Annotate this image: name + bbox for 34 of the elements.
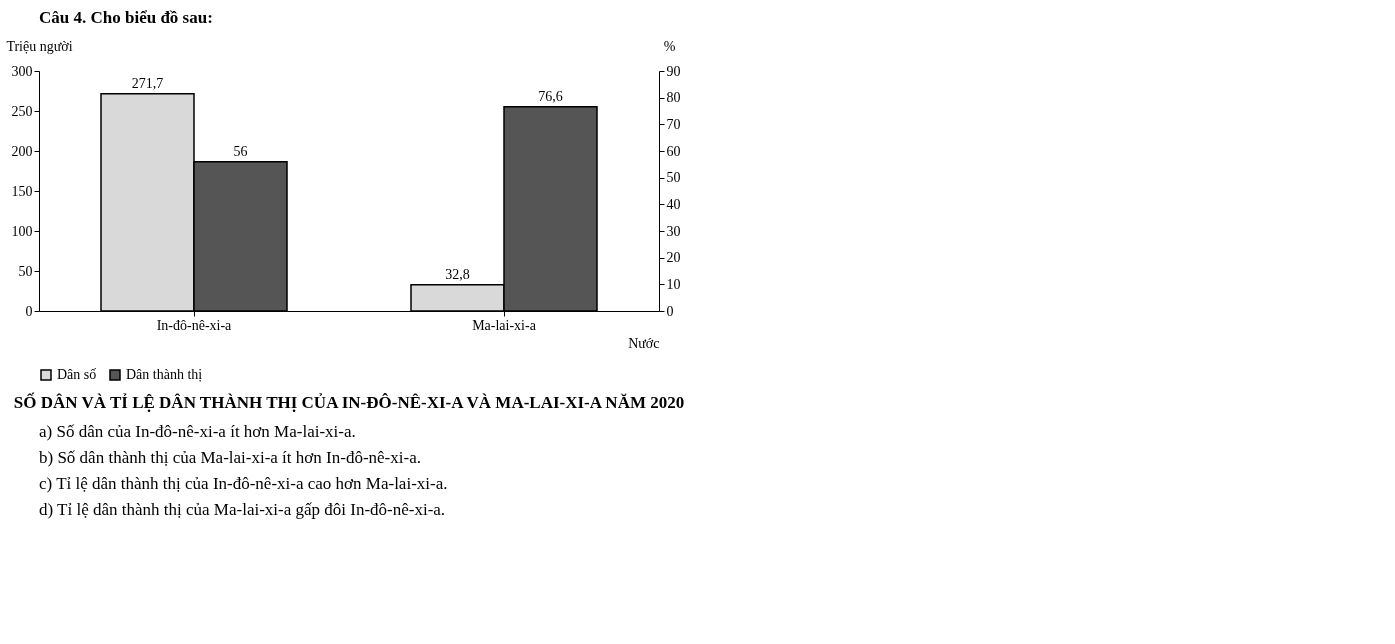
x-axis-title: Nước: [628, 335, 660, 351]
data-label: 56: [233, 143, 248, 159]
y-tick-label: 200: [11, 143, 33, 159]
data-label: 32,8: [445, 266, 470, 282]
text: a) Số dân của In-đô-nê-xi-a ít hơn Ma-lai-xi-a.: [39, 422, 356, 441]
y2-axis-title: %: [663, 38, 676, 54]
y-axis-title: Triệu người: [6, 38, 73, 54]
x-tick-label: Ma-lai-xi-a: [472, 317, 537, 333]
y2-tick-label: 50: [666, 170, 681, 186]
y-tick-label: 50: [18, 263, 33, 279]
x-tick-label: In-đô-nê-xi-a: [156, 317, 233, 333]
y-tick-label: 300: [11, 63, 33, 79]
y-tick-label: 150: [11, 183, 33, 199]
text: SỐ DÂN VÀ TỈ LỆ DÂN THÀNH THỊ CỦA IN-ĐÔ-NÊ-XI-A VÀ MA-LAI-XI-A NĂM 2020: [13, 392, 685, 412]
y2-tick-label: 80: [666, 90, 681, 106]
y2-tick-label: 10: [666, 276, 681, 292]
y2-tick-label: 30: [666, 223, 681, 239]
y-tick-label: 250: [11, 103, 33, 119]
y2-tick-label: 90: [666, 63, 681, 79]
text: b) Số dân thành thị của Ma-lai-xi-a ít hơn In-đô-nê-xi-a.: [39, 448, 421, 467]
legend-label: Dân thành thị: [126, 367, 203, 382]
text: d) Tỉ lệ dân thành thị của Ma-lai-xi-a gấp đôi In-đô-nê-xi-a.: [39, 500, 446, 519]
legend-label: Dân số: [57, 367, 97, 382]
y2-tick-label: 40: [666, 196, 681, 212]
y-tick-label: 0: [25, 303, 33, 319]
y2-tick-label: 70: [666, 116, 681, 132]
data-label: 271,7: [131, 75, 164, 91]
text: Câu 4. Cho biểu đồ sau:: [39, 8, 213, 27]
y2-tick-label: 60: [666, 143, 681, 159]
text: c) Tỉ lệ dân thành thị của In-đô-nê-xi-a cao hơn Ma-lai-xi-a.: [39, 474, 448, 493]
y2-tick-label: 20: [666, 250, 681, 266]
y2-tick-label: 0: [666, 303, 674, 319]
y-tick-label: 100: [11, 223, 33, 239]
data-label: 76,6: [538, 88, 563, 104]
